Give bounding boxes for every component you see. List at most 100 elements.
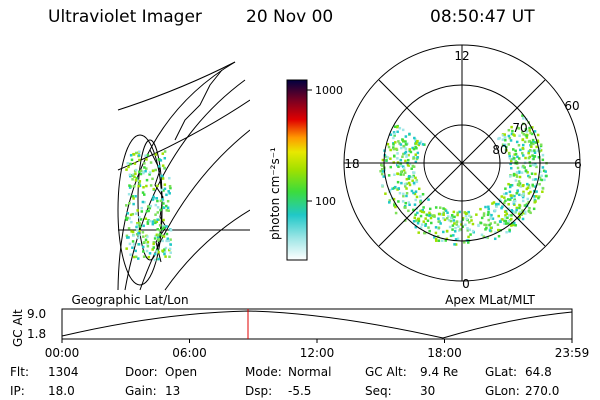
speckle — [485, 226, 488, 230]
speckle — [145, 158, 148, 161]
speckle — [503, 144, 506, 147]
speckle — [428, 211, 431, 215]
speckle — [468, 228, 472, 232]
info-label: IP: — [10, 384, 25, 398]
speckle — [515, 208, 518, 212]
speckle — [518, 210, 522, 214]
speckle — [515, 171, 519, 175]
speckle — [391, 187, 394, 190]
speckle — [508, 155, 511, 158]
info-label: GLon: — [485, 384, 520, 398]
speckle — [411, 175, 414, 179]
speckle — [156, 184, 159, 188]
speckle — [530, 149, 534, 153]
speckle — [131, 230, 135, 234]
speckle — [545, 174, 548, 178]
speckle — [489, 222, 493, 225]
speckle — [442, 213, 445, 216]
speckle — [517, 212, 521, 216]
speckle — [146, 240, 150, 244]
speckle — [161, 177, 165, 180]
speckle — [443, 218, 447, 222]
speckle — [147, 209, 150, 213]
speckle — [408, 203, 411, 207]
speckle — [163, 156, 167, 160]
speckle — [543, 178, 546, 182]
speckle — [144, 154, 147, 158]
speckle — [161, 164, 165, 167]
speckle — [530, 172, 534, 175]
speckle — [517, 180, 521, 183]
speckle — [488, 223, 491, 227]
speckle — [407, 158, 410, 162]
speckle — [128, 184, 131, 187]
speckle — [157, 238, 161, 241]
colorbar-tick-label: 100 — [315, 195, 336, 208]
speckle — [402, 168, 406, 172]
speckle — [401, 140, 405, 143]
speckle — [434, 231, 438, 235]
speckle — [501, 205, 504, 208]
speckle — [387, 174, 391, 177]
speckle — [133, 162, 137, 165]
speckle — [508, 175, 512, 178]
speckle — [146, 153, 150, 157]
speckle — [146, 244, 150, 248]
speckle — [501, 143, 505, 146]
speckle — [128, 242, 132, 246]
speckle — [412, 219, 416, 223]
speckle — [408, 162, 412, 166]
speckle — [434, 226, 438, 229]
speckle — [537, 196, 540, 200]
speckle — [521, 151, 524, 155]
info-label: Flt: — [10, 365, 29, 379]
speckle — [146, 205, 150, 208]
speckle — [169, 238, 172, 241]
speckle — [464, 212, 468, 216]
speckle — [513, 199, 517, 203]
speckle — [489, 226, 493, 230]
speckle — [506, 198, 510, 201]
speckle — [507, 220, 511, 223]
speckle — [162, 218, 165, 222]
speckle — [521, 194, 524, 197]
speckle — [412, 156, 416, 160]
speckle — [508, 229, 511, 233]
speckle — [136, 209, 139, 212]
speckle — [466, 227, 469, 230]
speckle — [151, 177, 154, 181]
speckle — [515, 140, 519, 144]
speckle — [522, 164, 525, 168]
speckle — [132, 202, 135, 206]
speckle — [411, 164, 415, 168]
speckle — [417, 187, 421, 191]
speckle — [381, 164, 384, 167]
speckle — [514, 160, 518, 163]
speckle — [132, 153, 136, 156]
speckle — [389, 148, 392, 152]
speckle — [408, 149, 411, 153]
speckle — [151, 248, 154, 251]
speckle — [447, 215, 450, 218]
speckle — [154, 234, 157, 238]
speckle — [512, 155, 515, 158]
speckle — [125, 247, 128, 250]
speckle — [516, 166, 520, 170]
speckle — [129, 213, 133, 217]
speckle — [422, 210, 426, 214]
speckle — [518, 193, 521, 197]
speckle — [521, 146, 525, 150]
speckle — [158, 224, 162, 227]
speckle — [532, 207, 536, 211]
polar-grid — [343, 44, 581, 282]
speckle — [413, 136, 416, 140]
speckle — [483, 223, 486, 226]
speckle — [526, 197, 529, 201]
speckle — [507, 214, 511, 217]
speckle — [414, 198, 417, 202]
speckle — [446, 211, 449, 215]
speckle — [538, 182, 541, 186]
speckle — [165, 204, 168, 208]
speckle — [536, 139, 540, 142]
speckle — [140, 210, 144, 213]
